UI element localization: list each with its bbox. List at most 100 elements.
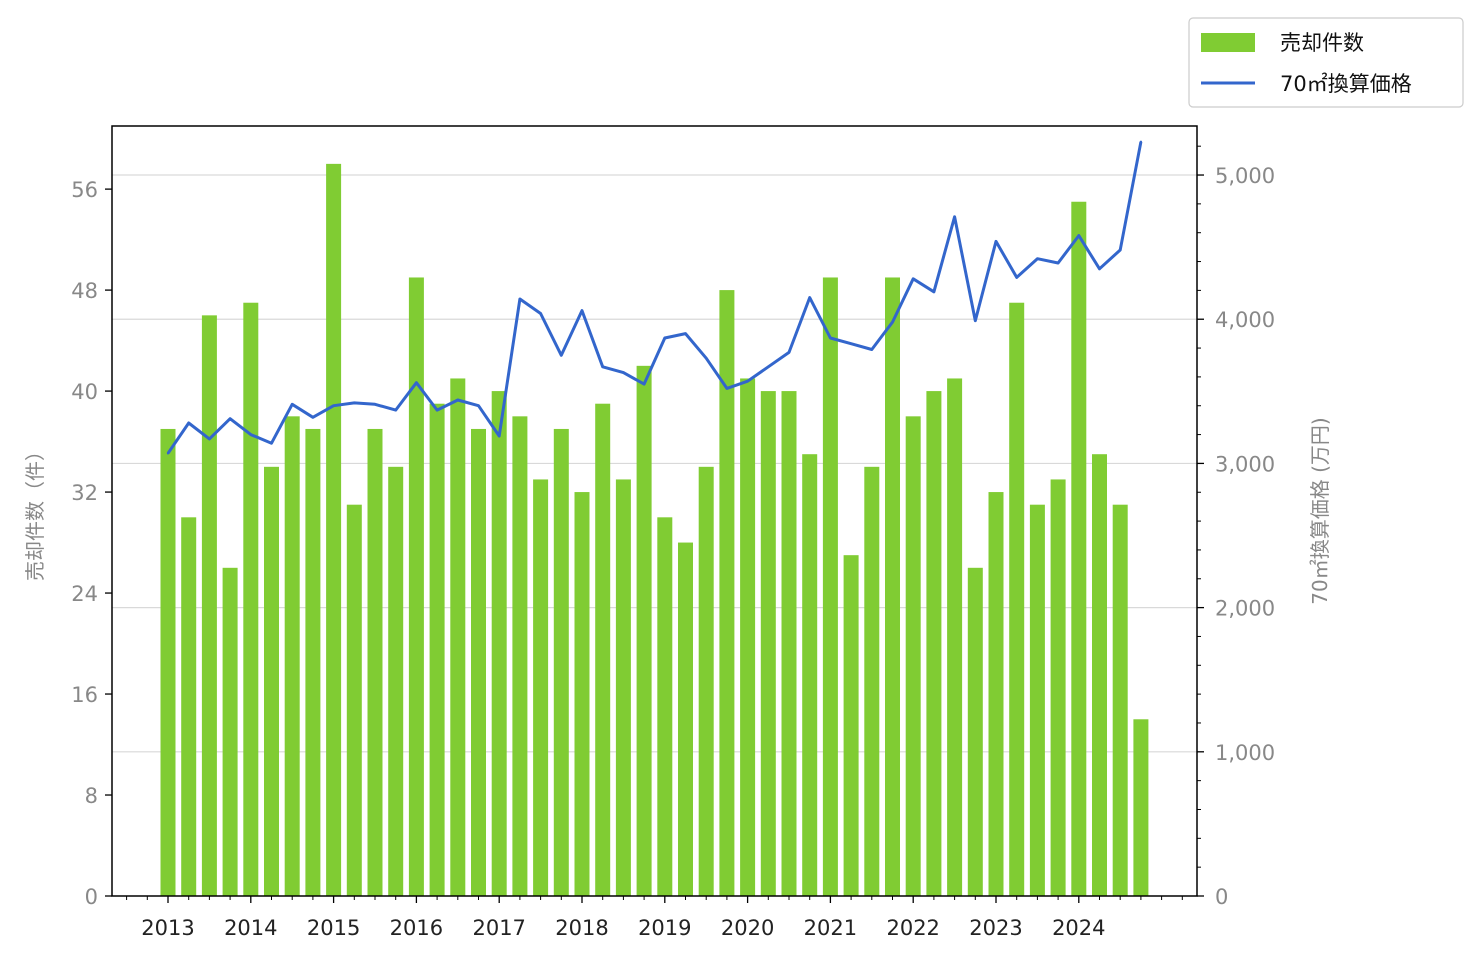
price-point-2021Q2	[849, 342, 853, 345]
bar-2014Q4	[305, 428, 321, 896]
bar-2022Q3	[947, 378, 963, 897]
bar-2017Q3	[533, 479, 549, 896]
price-point-2023Q3	[1036, 257, 1039, 260]
price-point-2021Q4	[891, 320, 894, 324]
bar-2018Q2	[595, 403, 611, 896]
price-point-2014Q4	[311, 416, 315, 419]
left-tick-label-5: 40	[71, 380, 98, 404]
x-axis: 2013 2014 2015 2016 2017 2018 2019 2020 2021 2022…	[126, 896, 1183, 940]
price-point-2013Q2	[187, 421, 190, 425]
left-tick-label-4: 32	[71, 481, 98, 505]
price-point-2017Q4	[560, 354, 563, 357]
x-tick-label-2016: 2016	[390, 916, 443, 940]
legend-label-sales-count: 売却件数	[1280, 31, 1364, 55]
price-point-2022Q1	[912, 277, 915, 281]
bar-2015Q3	[367, 428, 383, 896]
bar-2016Q2	[429, 403, 445, 896]
x-tick-label-2022: 2022	[886, 916, 939, 940]
legend-label-price: 70㎡換算価格	[1280, 72, 1412, 96]
bar-2015Q4	[388, 466, 404, 896]
price-point-2023Q1	[994, 240, 998, 243]
x-tick-label-2017: 2017	[472, 916, 525, 940]
bar-2024Q4	[1133, 719, 1149, 896]
left-tick-label-3: 24	[71, 582, 98, 606]
x-tick-label-2015: 2015	[307, 916, 360, 940]
bar-2024Q3	[1112, 504, 1128, 896]
bar-2019Q2	[678, 542, 693, 896]
price-point-2022Q4	[974, 319, 977, 322]
price-point-2016Q3	[456, 398, 459, 402]
price-point-2019Q4	[725, 387, 729, 390]
price-point-2017Q2	[518, 297, 522, 301]
bar-2020Q3	[781, 391, 797, 896]
bar-2013Q3	[201, 315, 217, 897]
price-point-2023Q2	[1015, 276, 1018, 279]
bar-2021Q2	[843, 555, 859, 896]
right-tick-label-5: 5,000	[1215, 164, 1275, 188]
x-tick-label-2020: 2020	[721, 916, 774, 940]
line-series-price	[166, 140, 1143, 455]
right-tick-label-1: 1,000	[1215, 741, 1275, 765]
left-tick-label-0: 0	[85, 885, 98, 909]
legend: 売却件数 70㎡換算価格	[1188, 17, 1464, 108]
price-point-2020Q2	[767, 365, 770, 369]
bar-2020Q4	[802, 454, 818, 896]
price-point-2018Q4	[642, 382, 646, 386]
price-point-2014Q2	[270, 442, 273, 445]
price-point-2019Q2	[684, 332, 687, 335]
price-point-2019Q3	[705, 356, 708, 360]
bar-2014Q1	[243, 302, 259, 896]
bar-2013Q4	[222, 567, 238, 896]
bar-2020Q2	[760, 391, 776, 896]
price-point-2023Q4	[1056, 261, 1060, 265]
price-point-2020Q3	[787, 351, 791, 354]
price-point-2022Q3	[953, 215, 956, 219]
bar-2021Q4	[885, 277, 900, 896]
bar-2021Q1	[822, 277, 838, 896]
right-axis-title: 70㎡換算価格 (万円)	[1308, 417, 1332, 604]
price-point-2021Q3	[870, 348, 873, 351]
bar-2019Q1	[657, 517, 673, 896]
right-tick-label-3: 3,000	[1215, 452, 1275, 476]
price-point-2018Q3	[622, 371, 625, 374]
bar-2023Q1	[988, 492, 1004, 896]
bar-2018Q1	[574, 492, 590, 896]
x-tick-label-2018: 2018	[555, 916, 608, 940]
left-tick-label-1: 8	[85, 784, 98, 808]
bar-2021Q3	[864, 466, 880, 896]
bar-2019Q3	[698, 466, 714, 896]
price-line	[166, 141, 1143, 455]
legend-swatch-bar	[1201, 33, 1255, 52]
bar-2014Q2	[264, 466, 279, 896]
price-point-2015Q2	[353, 401, 356, 405]
bar-series-sales-count	[160, 163, 1149, 897]
bar-2024Q1	[1071, 201, 1087, 897]
price-point-2024Q2	[1098, 267, 1101, 270]
bar-2023Q4	[1050, 479, 1066, 896]
bar-2022Q2	[926, 391, 942, 896]
x-tick-label-2021: 2021	[804, 916, 857, 940]
price-point-2018Q2	[601, 365, 604, 369]
left-tick-label-7: 56	[71, 178, 98, 202]
price-point-2020Q4	[808, 296, 811, 299]
bar-2022Q1	[905, 416, 921, 896]
bar-2016Q4	[471, 428, 486, 896]
bar-2013Q2	[181, 517, 197, 896]
price-point-2015Q4	[394, 408, 397, 412]
left-tick-label-6: 48	[71, 279, 98, 303]
right-tick-label-0: 0	[1215, 885, 1228, 909]
bar-2023Q3	[1029, 504, 1045, 896]
price-point-2024Q4	[1139, 140, 1143, 144]
left-y-axis: 0 8 16 24 32 40 48 56	[71, 178, 112, 909]
x-tick-label-2019: 2019	[638, 916, 691, 940]
price-point-2019Q1	[663, 336, 666, 340]
bar-2022Q4	[967, 567, 983, 896]
price-point-2024Q1	[1077, 234, 1081, 237]
right-y-axis: 0 1,000 2,000 3,000 4,000 5,000	[1197, 145, 1275, 909]
x-tick-label-2024: 2024	[1052, 916, 1105, 940]
price-point-2013Q4	[228, 417, 232, 420]
x-tick-label-2013: 2013	[141, 916, 194, 940]
right-tick-label-4: 4,000	[1215, 308, 1275, 332]
bar-2016Q3	[450, 378, 466, 897]
